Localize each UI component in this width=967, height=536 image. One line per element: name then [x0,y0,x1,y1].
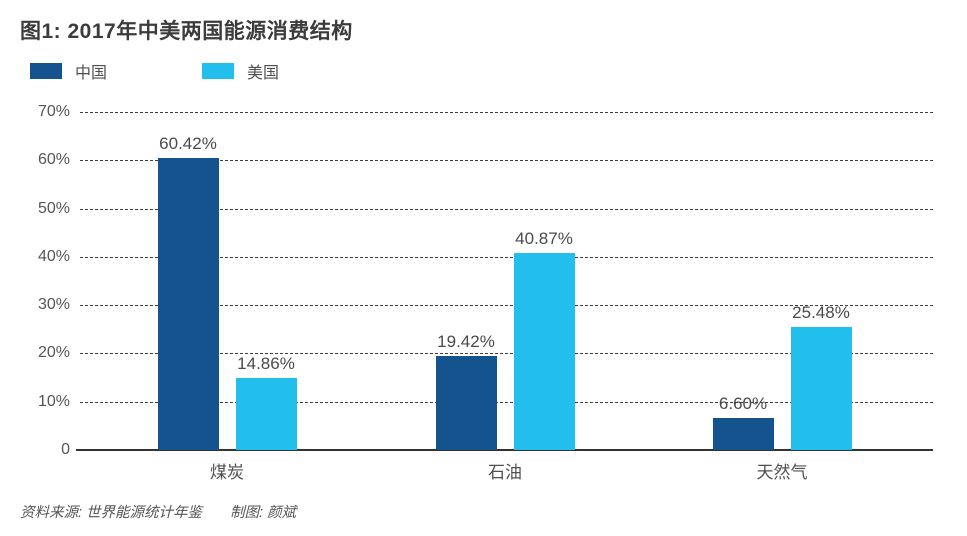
footer: 资料来源: 世界能源统计年鉴 制图: 颜斌 [20,501,296,522]
plot-area: 0 10% 20% 30% 40% 50% 60% 70% 60.42% 14.86% 煤炭 19.4… [38,103,933,482]
legend-item-china: 中国 [30,59,107,83]
bar-value-label-中国-煤炭: 60.42% [159,134,217,154]
bar-中国-煤炭 [157,158,219,450]
gridline-50 [80,208,933,210]
y-axis-label-10%: 10% [37,392,70,410]
bar-value-label-中国-石油: 19.42% [437,332,495,352]
legend-swatch-china [30,63,62,79]
legend-item-us: 美国 [202,59,279,83]
bar-value-label-美国-煤炭: 14.86% [237,354,295,374]
bar-美国-煤炭 [235,378,297,450]
legend-label-china: 中国 [75,65,108,82]
legend-swatch-us [202,63,234,79]
bar-value-label-美国-石油: 40.87% [515,228,573,248]
category-label-石油: 石油 [488,463,522,482]
category-label-煤炭: 煤炭 [210,463,244,482]
y-axis-label-50%: 50% [37,199,70,217]
gridline-10 [80,401,933,403]
credit-text: 制图: 颜斌 [230,505,297,521]
gridline-40 [80,256,933,258]
source-text: 资料来源: 世界能源统计年鉴 [20,505,203,521]
legend: 中国 美国 [0,59,967,82]
bar-value-label-中国-天然气: 6.60% [718,394,768,414]
legend-label-us: 美国 [247,65,280,82]
bar-美国-石油 [513,252,575,450]
y-axis-label-40%: 40% [37,247,70,265]
y-axis-label-60%: 60% [37,151,70,169]
bar-中国-天然气 [712,418,774,450]
y-axis-label-0: 0 [61,441,70,458]
gridline-20 [80,353,933,355]
gridline-70 [80,112,933,113]
bar-中国-石油 [435,356,497,450]
y-axis-label-20%: 20% [37,344,70,362]
bar-美国-天然气 [790,326,852,450]
gridline-30 [80,305,933,307]
chart-title: 图1: 2017年中美两国能源消费结构 [20,20,353,43]
category-label-天然气: 天然气 [756,463,808,482]
y-axis-label-70%: 70% [37,103,70,120]
gridline-60 [80,160,933,162]
x-axis-line [76,449,933,451]
y-axis-label-30%: 30% [37,296,70,314]
bar-value-label-美国-天然气: 25.48% [792,302,850,322]
